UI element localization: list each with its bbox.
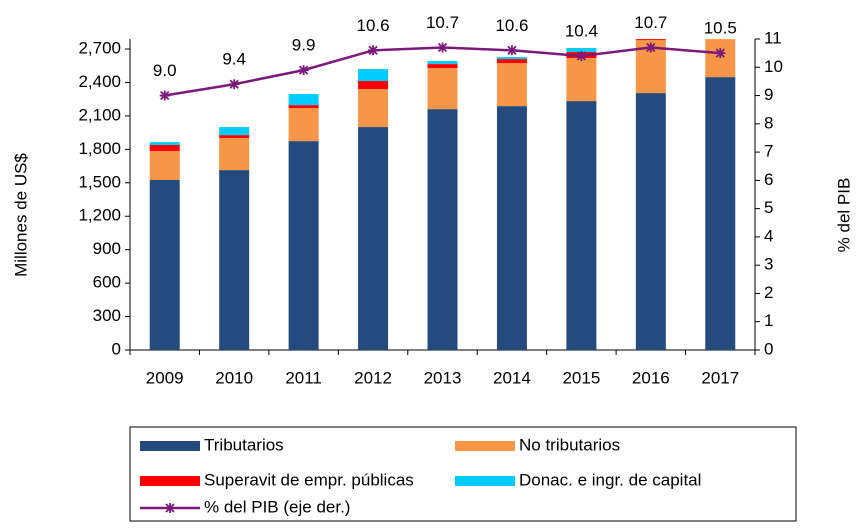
y2-tick-label: 7 — [764, 142, 773, 161]
data-label: 10.6 — [495, 16, 528, 35]
data-label: 10.7 — [426, 13, 459, 32]
data-label: 10.7 — [634, 13, 667, 32]
legend-swatch — [140, 441, 200, 451]
bar-segment — [288, 108, 319, 142]
marker — [298, 65, 309, 76]
y-tick-label: 2,700 — [78, 39, 121, 58]
x-tick-label: 2015 — [562, 368, 600, 387]
bar-segment — [496, 106, 527, 350]
data-label: 10.4 — [565, 21, 598, 40]
y-tick-label: 300 — [93, 306, 121, 325]
marker — [715, 48, 726, 59]
y2-tick-label: 0 — [764, 339, 773, 358]
bar-segment — [288, 94, 319, 106]
x-tick-label: 2009 — [146, 368, 184, 387]
bar-segment — [566, 101, 597, 350]
y2-tick-label: 4 — [764, 226, 773, 245]
bar-segment — [288, 105, 319, 109]
bar-segment — [496, 59, 527, 64]
bar-segment — [288, 141, 319, 350]
legend-swatch — [455, 441, 515, 451]
bar-segment — [358, 69, 389, 82]
y-tick-label: 1,800 — [78, 139, 121, 158]
legend-box — [129, 426, 797, 522]
bar-segment — [566, 58, 597, 102]
data-label: 9.9 — [292, 36, 316, 55]
y2-tick-label: 9 — [764, 85, 773, 104]
legend-label: Donac. e ingr. de capital — [519, 470, 701, 489]
x-tick-label: 2013 — [424, 368, 462, 387]
bar-segment — [427, 61, 458, 65]
bar-segment — [219, 138, 250, 171]
x-tick-label: 2016 — [632, 368, 670, 387]
x-tick-label: 2012 — [354, 368, 392, 387]
bar-segment — [635, 39, 666, 41]
y2-tick-label: 1 — [764, 311, 773, 330]
legend-label: Tributarios — [204, 435, 284, 454]
bar-segment — [427, 64, 458, 69]
marker — [229, 79, 240, 90]
y-tick-label: 1,200 — [78, 206, 121, 225]
y-axis-title: Millones de US$ — [11, 153, 30, 277]
y2-axis-title: % del PIB — [834, 178, 853, 253]
data-label: 10.5 — [704, 19, 737, 38]
bar-segment — [705, 77, 736, 350]
y2-tick-label: 6 — [764, 170, 773, 189]
bar-segment — [149, 151, 180, 181]
y2-tick-label: 11 — [764, 28, 782, 47]
bar-segment — [149, 145, 180, 152]
bar-segment — [219, 127, 250, 136]
y-tick-label: 1,500 — [78, 172, 121, 191]
legend-swatch — [140, 476, 200, 486]
bar-segment — [427, 109, 458, 350]
marker — [368, 45, 379, 56]
y-tick-label: 0 — [112, 339, 121, 358]
bar-segment — [496, 57, 527, 60]
marker — [506, 45, 517, 56]
bar-segment — [219, 170, 250, 350]
y-tick-label: 900 — [93, 239, 121, 258]
legend-marker — [165, 503, 175, 513]
data-label: 9.0 — [153, 61, 177, 80]
bar-segment — [566, 48, 597, 53]
data-label: 9.4 — [222, 50, 246, 69]
y2-tick-label: 2 — [764, 283, 773, 302]
y2-tick-label: 3 — [764, 255, 773, 274]
y-tick-label: 600 — [93, 273, 121, 292]
bar-segment — [149, 180, 180, 350]
legend-label: No tributarios — [519, 435, 620, 454]
y2-tick-label: 8 — [764, 113, 773, 132]
bar-segment — [496, 63, 527, 107]
bar-segment — [358, 89, 389, 128]
legend-label: Superavit de empr. públicas — [204, 470, 414, 489]
x-tick-label: 2011 — [285, 368, 322, 387]
bar-segment — [358, 81, 389, 90]
x-tick-label: 2010 — [215, 368, 253, 387]
bar-segment — [427, 68, 458, 110]
x-tick-label: 2014 — [493, 368, 531, 387]
marker — [159, 90, 170, 101]
legend-label: % del PIB (eje der.) — [204, 497, 350, 516]
y2-tick-label: 10 — [764, 57, 783, 76]
marker — [437, 42, 448, 53]
bar-segment — [635, 93, 666, 351]
bar-segment — [358, 127, 389, 350]
x-tick-label: 2017 — [701, 368, 739, 387]
legend-swatch — [455, 476, 515, 486]
marker — [645, 42, 656, 53]
marker — [576, 50, 587, 61]
bar-segment — [219, 135, 250, 139]
y-tick-label: 2,400 — [78, 72, 121, 91]
y-tick-label: 2,100 — [78, 105, 121, 124]
y2-tick-label: 5 — [764, 198, 773, 217]
data-label: 10.6 — [357, 16, 390, 35]
bar-segment — [149, 142, 180, 146]
